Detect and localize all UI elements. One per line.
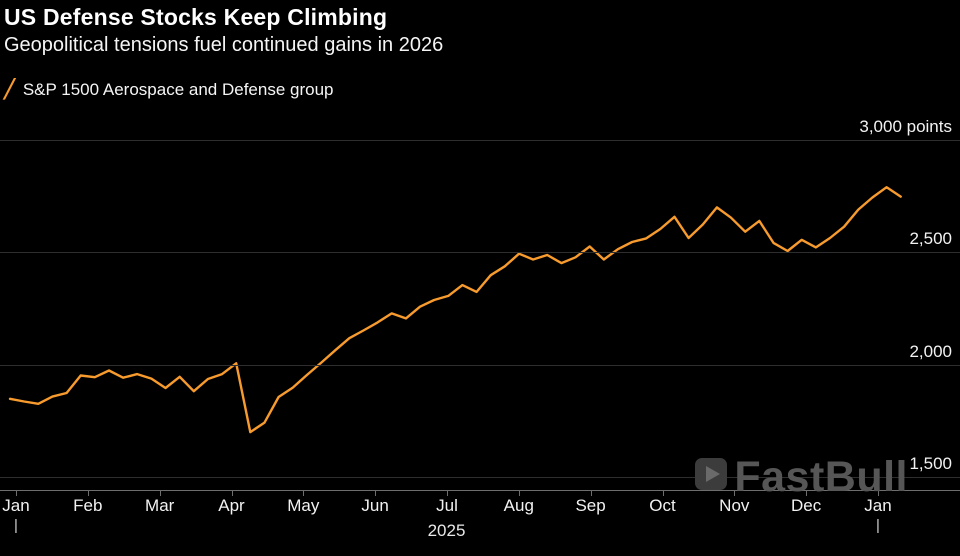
legend: ╱ S&P 1500 Aerospace and Defense group [4, 79, 333, 100]
watermark: FastBull [694, 453, 908, 502]
x-axis-tick [806, 491, 808, 496]
year-boundary-marker: | [14, 517, 18, 534]
x-axis-label: Aug [503, 496, 534, 515]
x-axis-label: Jun [361, 496, 389, 515]
x-axis-label: Mar [145, 496, 175, 515]
x-axis-tick [447, 491, 448, 496]
year-boundary-marker: | [876, 517, 880, 534]
y-axis-label: 1,500 [909, 454, 952, 473]
x-axis-label: Jan [864, 496, 892, 515]
legend-label: S&P 1500 Aerospace and Defense group [22, 79, 334, 99]
x-axis-label: May [287, 496, 320, 515]
gridline [0, 477, 960, 478]
y-axis-label: 2,000 [909, 341, 952, 361]
x-axis-label: Dec [790, 496, 822, 515]
gridline [0, 364, 960, 366]
x-axis-label: Sep [575, 496, 606, 515]
x-axis-tick [303, 491, 305, 496]
x-axis-label: Feb [73, 496, 103, 515]
fastbull-wordmark: FastBull [734, 453, 908, 501]
x-axis-label: Nov [719, 496, 750, 515]
x-axis-tick [87, 491, 89, 496]
x-axis-tick [16, 491, 17, 496]
x-axis-tick [878, 491, 879, 496]
x-axis-label: Jul [436, 496, 458, 515]
fastbull-logo-icon [694, 453, 728, 502]
x-axis-line [0, 490, 960, 491]
y-axis-label: 2,500 [909, 229, 952, 249]
x-axis-label: Apr [218, 496, 245, 515]
legend-line-swatch-icon: ╱ [4, 79, 15, 99]
x-axis-label: Oct [649, 496, 676, 515]
x-axis-tick [518, 491, 520, 496]
chart-subtitle: Geopolitical tensions fuel continued gai… [4, 34, 444, 56]
chart-title: US Defense Stocks Keep Climbing [4, 4, 388, 30]
x-axis-year-label: 2025 [427, 521, 466, 540]
y-axis-label: 3,000 points [859, 117, 952, 136]
x-axis-label: Jan [2, 496, 30, 515]
x-axis-tick [662, 491, 664, 496]
x-axis-tick [590, 491, 592, 496]
x-axis-tick [159, 491, 161, 496]
x-axis-tick [734, 491, 736, 496]
x-axis-tick [231, 491, 233, 496]
gridline [0, 252, 960, 254]
gridline [0, 140, 960, 141]
x-axis-tick [375, 491, 377, 496]
series-line [8, 185, 902, 434]
